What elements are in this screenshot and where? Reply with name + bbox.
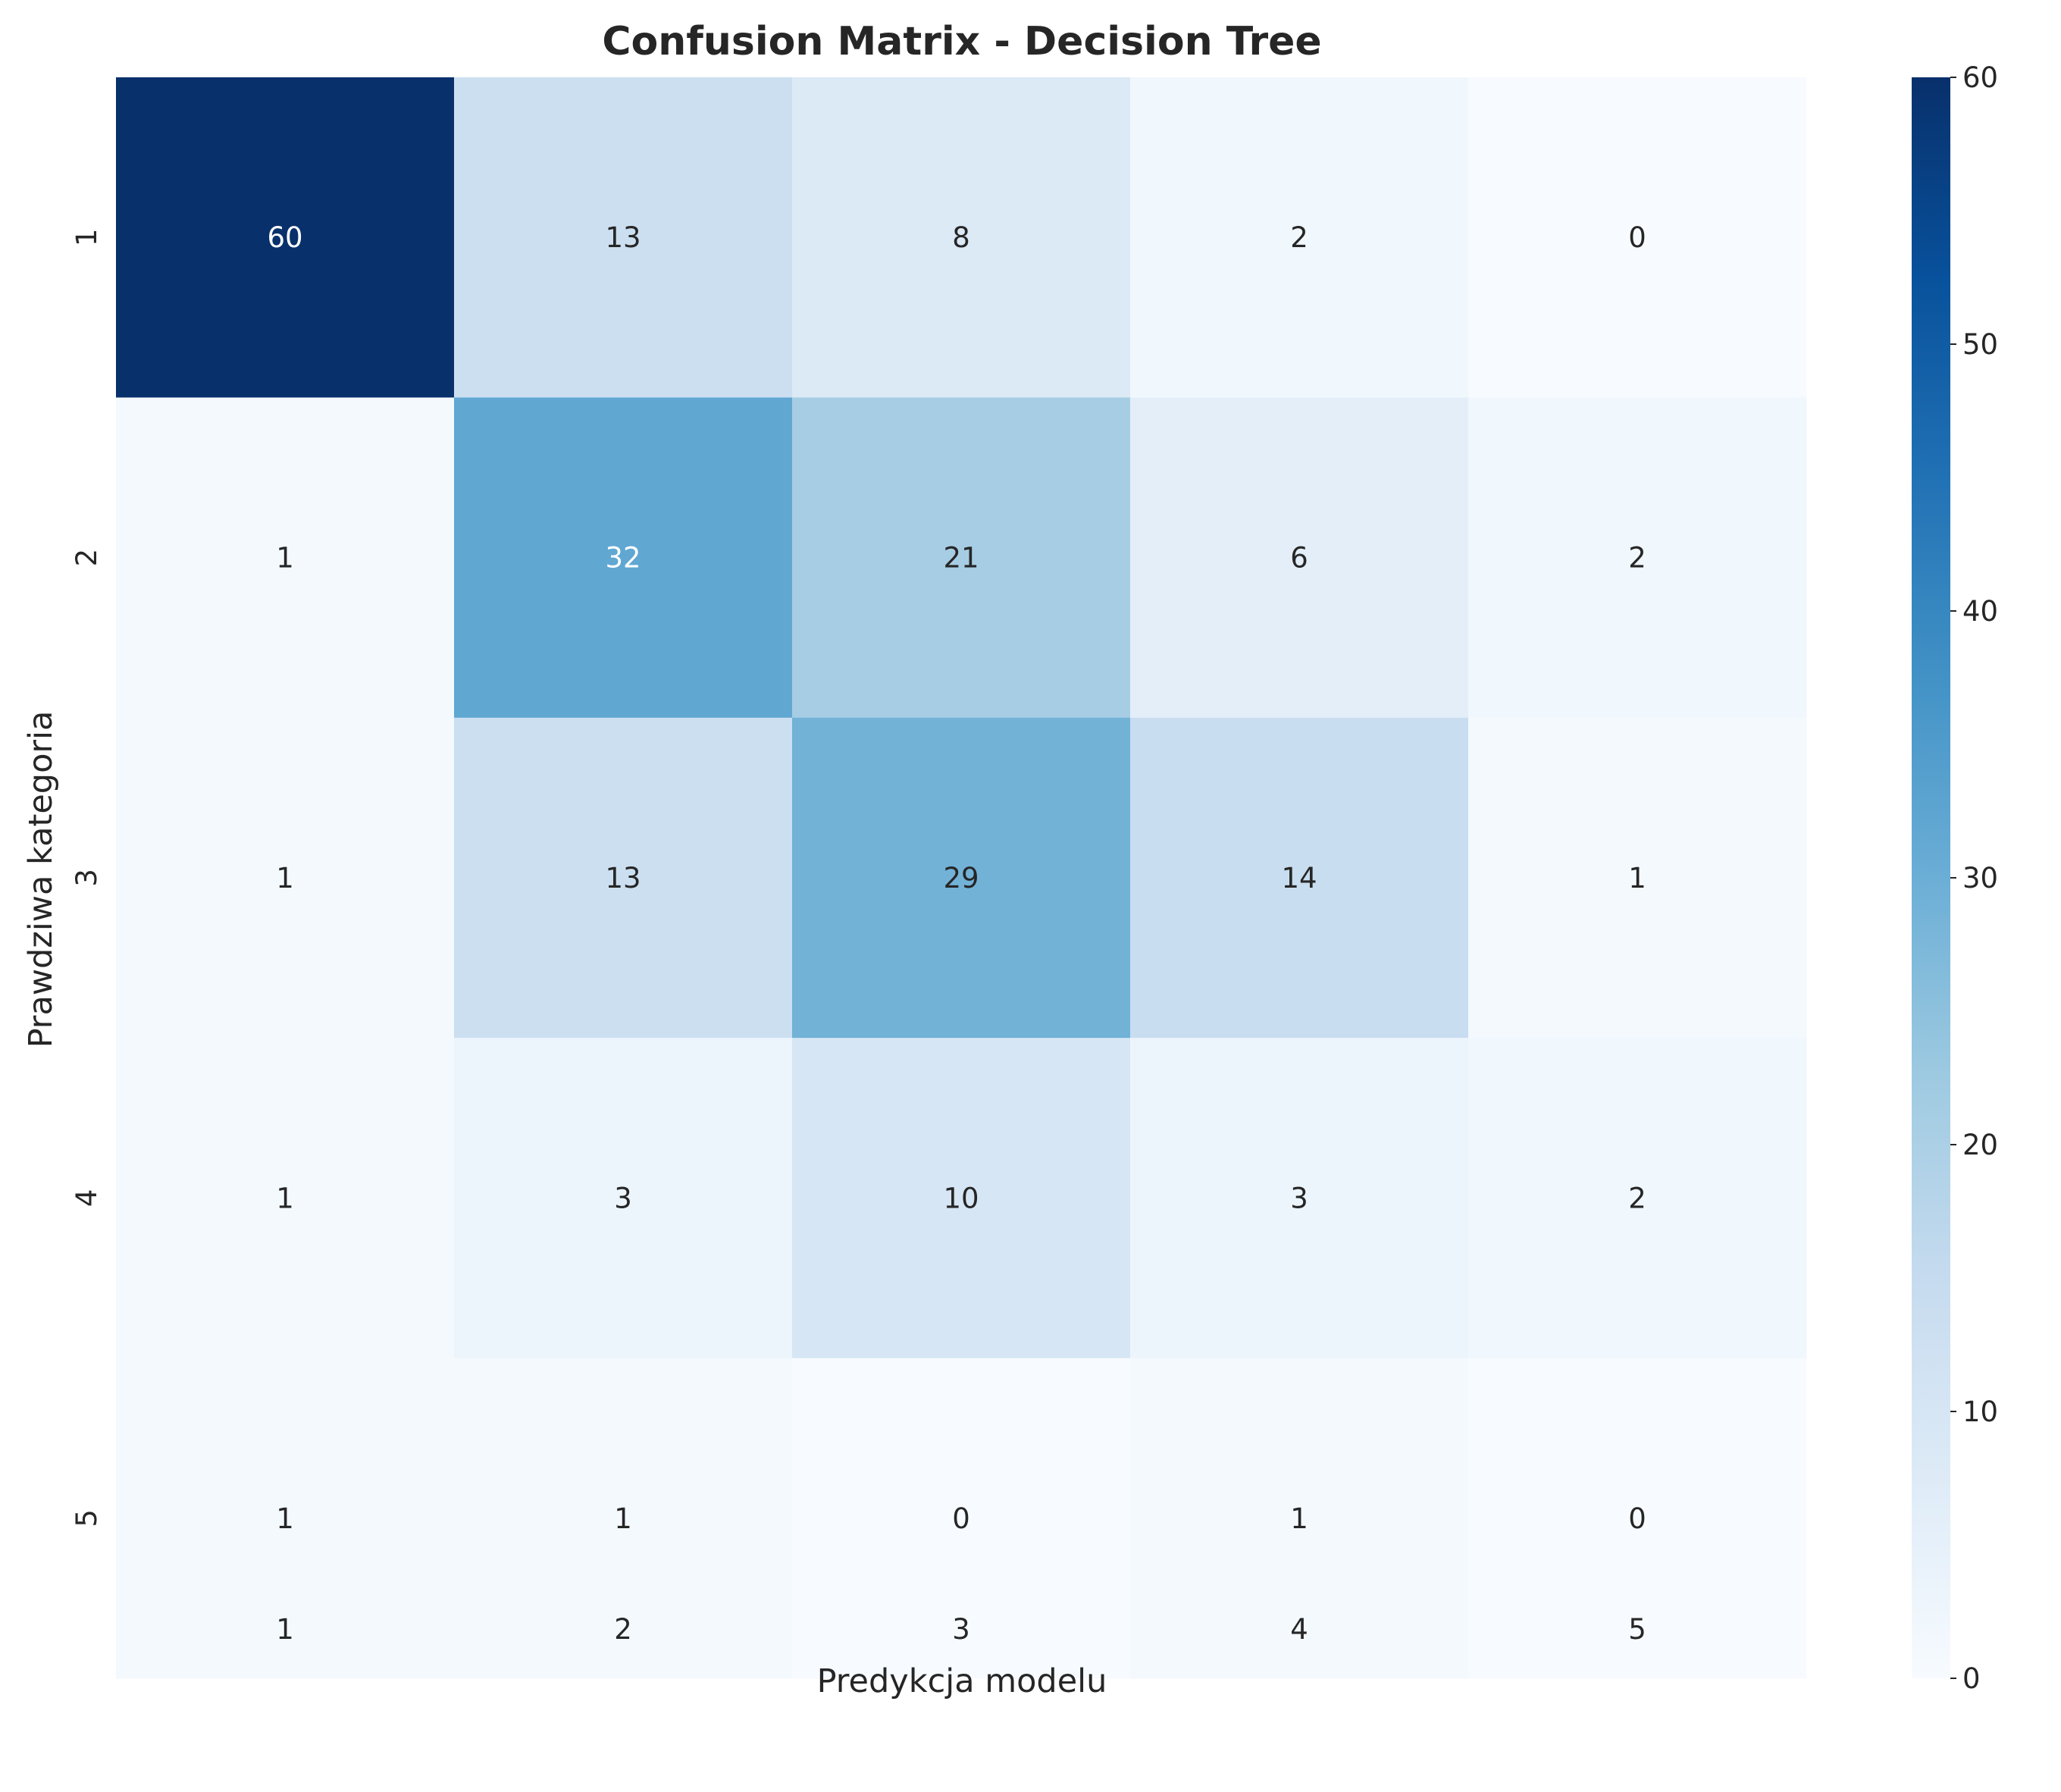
heatmap-cell-r3-c5: [1468, 717, 1807, 1039]
heatmap-cell-r4-c1: [116, 1038, 455, 1359]
heatmap-cell-r2-c1: [116, 397, 455, 719]
heatmap-cell-r1-c3: [792, 77, 1131, 398]
colorbar-tick-label: 40: [1962, 595, 1998, 628]
cell-value-r1-c4: 2: [1290, 221, 1308, 254]
heatmap-cell-r5-c3: [792, 1358, 1131, 1679]
colorbar: [1912, 77, 1950, 1678]
cell-value-r2-c2: 32: [605, 542, 641, 575]
heatmap-cell-labels: 60 13 8 2 01 32 21 6 21 13 29 14 11 3 10 3 21 1 0 1 0: [267, 221, 1646, 1535]
cell-value-r5-c5: 0: [1628, 1502, 1646, 1535]
heatmap-cell-r2-c5: [1468, 397, 1807, 719]
x-axis-label: Predykcja modelu: [817, 1662, 1107, 1700]
cell-value-r4-c3: 10: [943, 1182, 979, 1214]
cell-value-r1-c2: 13: [605, 221, 641, 254]
cell-value-r4-c5: 2: [1628, 1182, 1646, 1214]
colorbar-tick-label: 60: [1962, 61, 1998, 94]
cell-value-r4-c2: 3: [614, 1182, 632, 1214]
cell-value-r3-c4: 14: [1281, 862, 1317, 894]
heatmap-cell-r5-c1: [116, 1358, 455, 1679]
heatmap-cell-r3-c1: [116, 717, 455, 1039]
x-tick-label: 2: [614, 1613, 632, 1646]
y-tick-label: 4: [70, 1189, 103, 1208]
colorbar-tick-label: 50: [1962, 328, 1998, 361]
heatmap-cell-r5-c2: [454, 1358, 793, 1679]
heatmap-cells: [116, 77, 1807, 1679]
cell-value-r2-c1: 1: [276, 542, 294, 575]
heatmap-cell-r4-c5: [1468, 1038, 1807, 1359]
y-tick-label: 2: [70, 549, 103, 567]
cell-value-r4-c1: 1: [276, 1182, 294, 1214]
heatmap-cell-r1-c2: [454, 77, 793, 398]
heatmap-cell-r1-c4: [1130, 77, 1469, 398]
y-tick-label: 1: [70, 228, 103, 246]
heatmap-cell-r5-c4: [1130, 1358, 1469, 1679]
heatmap-cell-r3-c4: [1130, 717, 1469, 1039]
x-tick-label: 4: [1290, 1613, 1308, 1646]
cell-value-r1-c3: 8: [952, 221, 970, 254]
colorbar-tick-label: 30: [1962, 862, 1998, 894]
heatmap-cell-r2-c2: [454, 397, 793, 719]
heatmap-cell-r5-c5: [1468, 1358, 1807, 1679]
colorbar-tick-label: 20: [1962, 1129, 1998, 1161]
x-tick-label: 1: [276, 1613, 294, 1646]
cell-value-r2-c3: 21: [943, 542, 979, 575]
heatmap-cell-r4-c4: [1130, 1038, 1469, 1359]
heatmap-cell-r3-c3: [792, 717, 1131, 1039]
x-axis-ticks: 1 2 3 4 5: [276, 1613, 1646, 1646]
heatmap-cell-r4-c2: [454, 1038, 793, 1359]
heatmap-cell-r2-c4: [1130, 397, 1469, 719]
colorbar-tick-label: 0: [1962, 1662, 1981, 1695]
colorbar-ticks: 0 10 20 30 40 50 60: [1950, 61, 1998, 1695]
cell-value-r3-c1: 1: [276, 862, 294, 894]
y-tick-label: 3: [70, 869, 103, 887]
heatmap-cell-r2-c3: [792, 397, 1131, 719]
heatmap-cell-r4-c3: [792, 1038, 1131, 1359]
heatmap-cell-r1-c1: [116, 77, 455, 398]
heatmap-cell-r1-c5: [1468, 77, 1807, 398]
colorbar-tick-label: 10: [1962, 1396, 1998, 1428]
x-tick-label: 3: [952, 1613, 970, 1646]
cell-value-r5-c4: 1: [1290, 1502, 1308, 1535]
y-tick-label: 5: [70, 1509, 103, 1527]
cell-value-r3-c5: 1: [1628, 862, 1646, 894]
heatmap-cell-r3-c2: [454, 717, 793, 1039]
cell-value-r3-c3: 29: [943, 862, 979, 894]
chart-title: Confusion Matrix - Decision Tree: [602, 19, 1321, 64]
y-axis-label: Prawdziwa kategoria: [22, 711, 60, 1048]
cell-value-r1-c1: 60: [267, 221, 302, 254]
y-axis-ticks: 1 2 3 4 5: [70, 228, 103, 1527]
x-tick-label: 5: [1628, 1613, 1646, 1646]
cell-value-r4-c4: 3: [1290, 1182, 1308, 1214]
cell-value-r2-c5: 2: [1628, 542, 1646, 575]
cell-value-r3-c2: 13: [605, 862, 641, 894]
cell-value-r2-c4: 6: [1290, 542, 1308, 575]
cell-value-r5-c1: 1: [276, 1502, 294, 1535]
cell-value-r5-c3: 0: [952, 1502, 970, 1535]
cell-value-r5-c2: 1: [614, 1502, 632, 1535]
cell-value-r1-c5: 0: [1628, 221, 1646, 254]
